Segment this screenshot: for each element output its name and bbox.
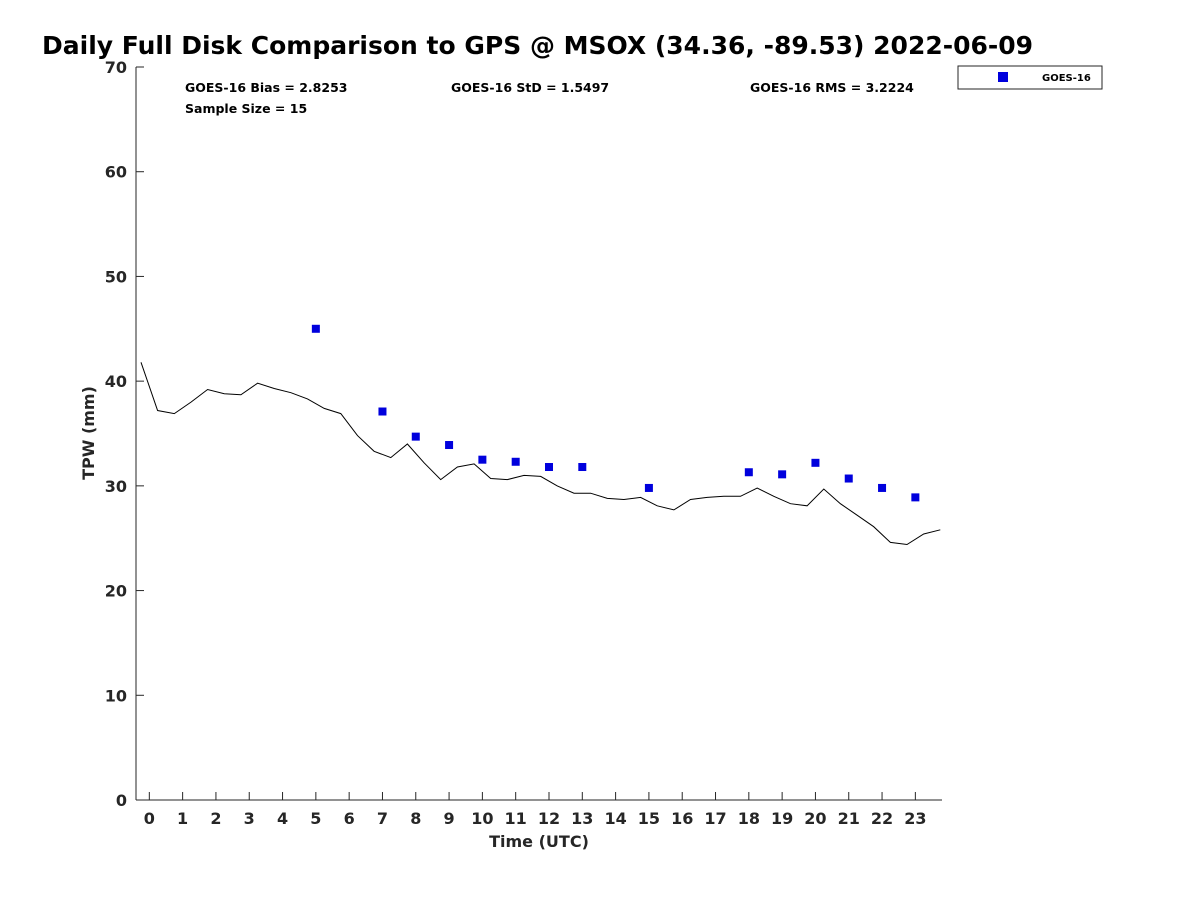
std-stat: GOES-16 StD = 1.5497 [451, 80, 609, 95]
y-tick-label: 50 [105, 267, 127, 286]
x-axis-label: Time (UTC) [489, 832, 589, 851]
goes16-point [778, 470, 787, 479]
goes16-point [445, 441, 454, 450]
gps-tpw-line [140, 362, 941, 546]
goes16-point [744, 468, 753, 477]
legend: GOES-16 [957, 65, 1103, 90]
goes16-point [411, 432, 420, 441]
x-tick-label: 23 [904, 809, 926, 828]
legend-marker [998, 72, 1008, 82]
x-tick-label: 8 [410, 809, 421, 828]
chart-title: Daily Full Disk Comparison to GPS @ MSOX… [42, 31, 1033, 60]
y-tick-label: 10 [105, 686, 127, 705]
y-tick-label: 70 [105, 58, 127, 77]
sample-size-stat: Sample Size = 15 [185, 101, 307, 116]
x-tick-label: 6 [344, 809, 355, 828]
goes16-point [811, 458, 820, 467]
x-tick-label: 10 [471, 809, 493, 828]
y-ticks: 0 10 20 30 40 50 60 70 [105, 58, 144, 810]
legend-box [957, 65, 1103, 90]
x-tick-label: 2 [210, 809, 221, 828]
y-tick-label: 40 [105, 372, 127, 391]
x-tick-label: 3 [244, 809, 255, 828]
x-tick-label: 19 [771, 809, 793, 828]
x-tick-label: 1 [177, 809, 188, 828]
x-tick-label: 15 [638, 809, 660, 828]
x-tick-label: 16 [671, 809, 693, 828]
x-tick-label: 5 [310, 809, 321, 828]
goes16-point [844, 474, 853, 483]
x-tick-label: 4 [277, 809, 288, 828]
y-tick-label: 30 [105, 477, 127, 496]
rms-stat: GOES-16 RMS = 3.2224 [750, 80, 914, 95]
x-tick-label: 0 [144, 809, 155, 828]
legend-label: GOES-16 [1042, 73, 1091, 84]
x-tick-label: 7 [377, 809, 388, 828]
x-tick-label: 12 [538, 809, 560, 828]
goes16-point [511, 457, 520, 466]
x-tick-label: 17 [704, 809, 726, 828]
goes16-point [911, 493, 920, 502]
x-tick-label: 9 [444, 809, 455, 828]
goes16-point [378, 407, 387, 416]
x-tick-label: 22 [871, 809, 893, 828]
plot-area [140, 324, 941, 546]
y-tick-label: 20 [105, 582, 127, 601]
axes [135, 67, 942, 801]
goes16-point [311, 324, 320, 333]
x-tick-label: 20 [804, 809, 826, 828]
x-tick-label: 21 [838, 809, 860, 828]
y-axis-label: TPW (mm) [79, 386, 98, 480]
x-ticks: 0 1 2 3 4 5 6 7 8 9 10 11 12 13 14 15 16 17 18 19 20 21 22 23 [144, 792, 926, 828]
x-tick-label: 13 [571, 809, 593, 828]
goes16-point [578, 463, 587, 472]
y-tick-label: 0 [116, 791, 127, 810]
goes16-point [644, 483, 653, 492]
bias-stat: GOES-16 Bias = 2.8253 [185, 80, 347, 95]
goes16-point [878, 483, 887, 492]
x-tick-label: 14 [604, 809, 626, 828]
x-tick-label: 18 [738, 809, 760, 828]
x-tick-label: 11 [505, 809, 527, 828]
y-tick-label: 60 [105, 163, 127, 182]
goes16-point [544, 463, 553, 472]
goes16-point [478, 455, 487, 464]
